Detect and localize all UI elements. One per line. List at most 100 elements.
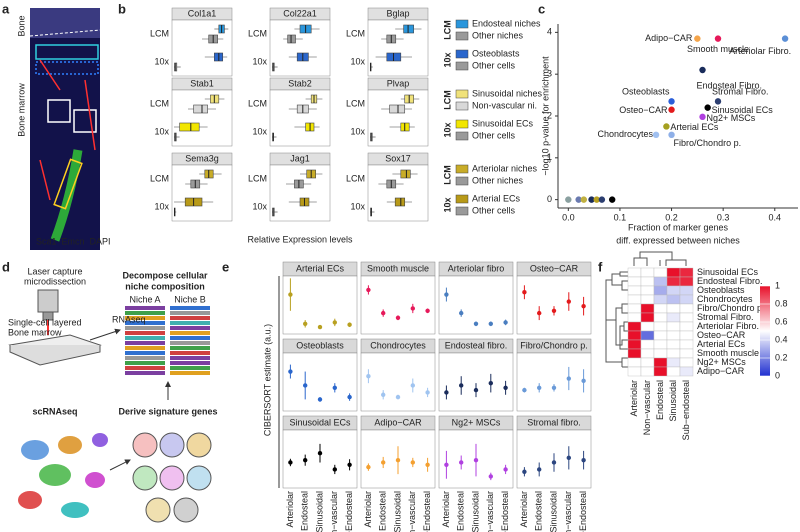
legend-title: LCM [442,20,452,40]
row-label: Endosteal Fibro. [697,276,763,286]
box [400,169,411,179]
subpanel-title: Osteo−CAR [530,263,579,273]
heat-cell [627,339,642,350]
legend-swatch [455,49,469,59]
point [566,376,571,381]
row-dendrogram [605,271,628,368]
heat-cell [627,330,642,341]
heat-cell [679,303,694,314]
heat-cell [679,366,694,377]
row-label: LCM [150,98,169,108]
gene-name: Col1a1 [188,8,217,18]
channel-label: Emcn [62,236,85,246]
legend-swatch [455,194,469,204]
box [287,34,296,44]
point [347,322,352,327]
point [288,460,293,465]
point [593,196,600,203]
stripe [170,366,210,370]
panel-frame [367,89,429,147]
heat-cell [627,348,642,359]
x-tick-label: Sub−Endosteal [422,491,432,532]
heat-cell [640,357,655,368]
point [459,460,464,465]
panel-frame [516,352,592,412]
stripe [170,356,210,360]
stripe [125,346,165,350]
point [288,369,293,374]
colorbar-label: 0.2 [775,352,788,362]
point [537,467,542,472]
subpanel-title: Adipo−CAR [374,417,422,427]
cluster [85,472,105,488]
heat-cell [627,276,642,287]
stripe [170,311,210,315]
point [332,467,337,472]
heat-cell [653,303,668,314]
heat-cell [679,312,694,323]
row-label: LCM [346,28,365,38]
stripe [125,336,165,340]
row-label: 10x [252,56,267,66]
heat-cell [666,366,681,377]
x-tick-label: Sinusoidal [314,491,324,532]
point [366,464,371,470]
point [410,306,415,311]
legend-title: LCM [442,165,452,185]
heat-cell [666,357,681,368]
point [668,106,675,113]
point [395,315,401,320]
subpanel-title: Sinusoidal ECs [289,417,351,427]
legend-swatch [455,19,469,29]
step-label: niche composition [125,281,205,291]
step-label: RNAseq [112,314,146,324]
axis-title: Fraction of marker genes [628,222,729,232]
stripe [125,356,165,360]
row-label: Ng2+ MSCs [697,357,746,367]
x-tick-label: Sub−Endosteal [500,491,510,532]
point-label: Sinusoidal ECs [712,105,774,115]
heat-cell [653,267,668,278]
box [389,104,406,114]
row-label: LCM [248,28,267,38]
colorbar-label: 0.8 [775,298,788,308]
heat-cell [653,330,668,341]
stripe [125,326,165,330]
signature [159,432,185,458]
row-label: 10x [252,201,267,211]
cluster [58,436,82,454]
point [537,385,542,390]
panel-label: a [2,1,10,16]
box [179,122,200,132]
panel-label: b [118,1,126,16]
axis-title: Relative Expression levels [247,234,353,244]
heat-cell [653,285,668,296]
panel-frame [171,89,233,147]
point [317,451,323,456]
subpanel-title: Stromal fibro. [527,417,581,427]
stripe [125,366,165,370]
heat-cell [679,357,694,368]
tissue-slab-side [9,345,101,366]
stripe [125,351,165,355]
heat-cell [653,339,668,350]
roi [73,109,97,133]
row-label: 10x [154,56,169,66]
heat-cell [666,303,681,314]
x-tick-label: 0.4 [769,212,782,222]
point [668,98,675,105]
x-tick-label: 0.0 [562,212,575,222]
point [704,104,711,111]
legend-label: Other niches [472,175,524,185]
point [581,378,586,384]
x-tick-label: Endosteal [456,491,466,531]
heat-cell [679,285,694,296]
heat-cell [666,339,681,350]
stripe [125,361,165,365]
niche-label: Niche B [174,294,206,304]
heat-cell [627,294,642,305]
point [714,35,722,42]
x-tick-label: 0.3 [717,212,730,222]
gene-name: Col22a1 [283,8,317,18]
signature [132,432,158,458]
